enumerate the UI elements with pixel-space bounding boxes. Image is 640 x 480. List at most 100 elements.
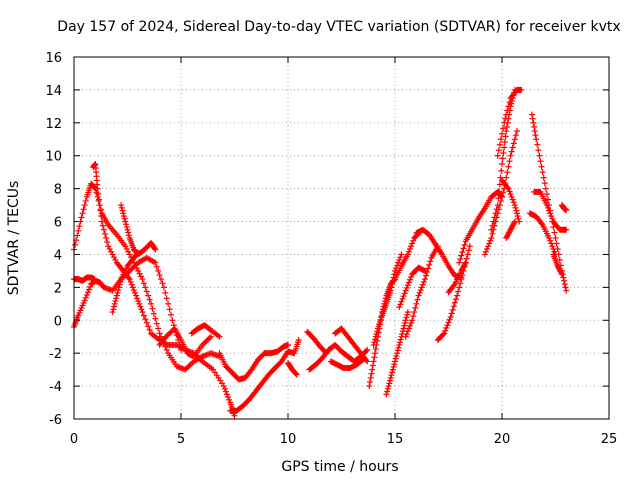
series-arc-21 — [413, 226, 465, 281]
data-point — [511, 202, 518, 209]
data-point-interp — [424, 269, 431, 276]
data-point — [466, 243, 473, 250]
data-point-interp — [384, 385, 391, 392]
y-tick-label: 8 — [54, 183, 62, 198]
data-point-interp — [504, 107, 511, 114]
data-point-interp — [131, 289, 138, 296]
data-point — [160, 284, 167, 291]
data-point-interp — [498, 167, 505, 174]
data-point-interp — [385, 383, 392, 390]
data-point — [364, 346, 371, 353]
data-point — [563, 207, 570, 214]
data-point-interp — [398, 298, 405, 305]
data-point-interp — [486, 240, 493, 247]
data-point — [501, 119, 508, 126]
data-point-interp — [562, 284, 569, 291]
data-point-interp — [82, 197, 89, 204]
data-point-interp — [123, 245, 130, 252]
data-point-interp — [387, 377, 394, 384]
data-point-interp — [465, 247, 472, 254]
series-arc-18 — [383, 309, 411, 398]
data-point-interp — [202, 339, 209, 346]
data-point-interp — [138, 306, 145, 313]
data-point-interp — [443, 324, 450, 331]
data-point-interp — [495, 195, 502, 202]
data-point-interp — [134, 250, 141, 257]
data-point-interp — [75, 227, 82, 234]
data-point-interp — [547, 237, 554, 244]
data-point — [398, 251, 405, 258]
data-point-interp — [396, 339, 403, 346]
data-point — [552, 235, 559, 241]
data-point-interp — [388, 284, 395, 291]
data-point-interp — [514, 213, 521, 220]
data-point-interp — [135, 298, 142, 305]
data-point-interp — [200, 340, 207, 347]
data-point-interp — [165, 330, 172, 337]
data-point — [513, 128, 520, 135]
data-point-interp — [513, 210, 520, 217]
data-point — [118, 202, 125, 209]
data-point-interp — [224, 391, 231, 398]
data-point-interp — [115, 287, 122, 294]
data-point-interp — [102, 230, 109, 237]
data-point-interp — [512, 204, 519, 211]
data-point-interp — [95, 196, 102, 203]
data-point-interp — [100, 226, 107, 233]
data-point — [293, 371, 300, 378]
data-point — [409, 317, 416, 324]
data-point — [488, 226, 495, 233]
data-point-interp — [545, 204, 552, 211]
data-point — [539, 169, 546, 176]
data-point-interp — [405, 325, 412, 332]
data-point-interp — [500, 149, 507, 156]
data-point-interp — [128, 281, 135, 288]
data-point-interp — [499, 130, 505, 137]
data-point-interp — [322, 349, 329, 356]
data-point-interp — [110, 254, 117, 261]
data-point-interp — [155, 325, 162, 332]
data-point-interp — [137, 303, 144, 310]
data-point-interp — [549, 243, 556, 250]
data-point-interp — [123, 224, 130, 231]
y-tick-label: 4 — [54, 248, 62, 263]
chart-title: Day 157 of 2024, Sidereal Day-to-day VTE… — [57, 19, 620, 35]
series-arc-33 — [558, 202, 570, 214]
data-point-interp — [427, 258, 434, 265]
data-point — [370, 358, 377, 365]
data-point-interp — [78, 214, 85, 221]
data-point-interp — [390, 274, 397, 281]
data-point-interp — [358, 357, 365, 364]
data-point-interp — [425, 265, 432, 272]
data-point — [207, 333, 214, 340]
data-point-interp — [392, 355, 399, 362]
y-tick-label: 16 — [45, 51, 62, 66]
data-point-interp — [87, 283, 94, 290]
data-point-interp — [395, 259, 402, 266]
data-point-interp — [509, 196, 516, 203]
data-point-interp — [222, 388, 229, 395]
data-point-interp — [125, 274, 132, 281]
data-point-interp — [121, 215, 128, 222]
data-point-interp — [106, 245, 113, 252]
data-point-interp — [140, 280, 147, 287]
data-point-interp — [496, 181, 503, 188]
series-arc-20 — [402, 243, 441, 340]
data-point-interp — [401, 320, 408, 327]
data-point-interp — [509, 144, 516, 151]
data-point-interp — [499, 155, 506, 162]
data-point-interp — [130, 263, 137, 270]
data-point-interp — [513, 207, 520, 214]
data-point — [220, 383, 227, 390]
data-point — [503, 128, 510, 135]
data-point — [216, 333, 223, 340]
data-point — [415, 292, 422, 299]
series-arc-13 — [304, 328, 330, 357]
data-point-interp — [499, 193, 505, 200]
data-point-interp — [402, 317, 409, 324]
data-point — [402, 287, 409, 294]
data-point-interp — [168, 311, 175, 318]
data-point-interp — [497, 136, 504, 143]
data-point-interp — [456, 284, 463, 291]
data-point-interp — [492, 210, 499, 217]
